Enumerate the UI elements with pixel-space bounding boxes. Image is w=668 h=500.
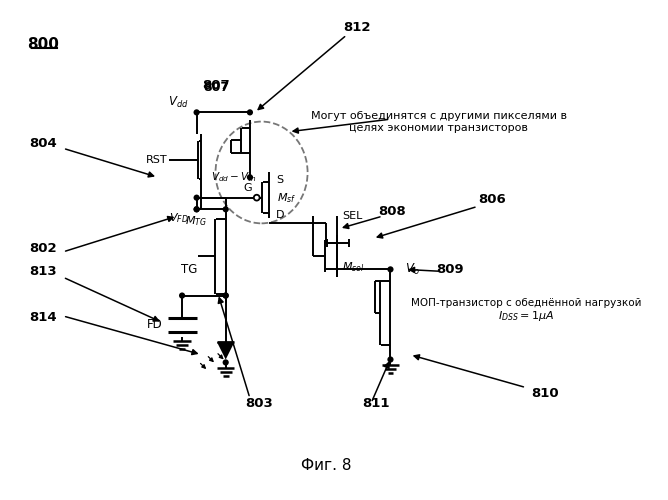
Text: $M_{sel}$: $M_{sel}$ bbox=[342, 260, 365, 274]
Text: 806: 806 bbox=[478, 193, 506, 206]
Text: 810: 810 bbox=[532, 387, 559, 400]
Circle shape bbox=[194, 206, 200, 212]
Text: 803: 803 bbox=[246, 396, 273, 409]
Text: 802: 802 bbox=[29, 242, 57, 254]
Text: FD: FD bbox=[147, 318, 163, 331]
Circle shape bbox=[387, 266, 393, 272]
Text: 804: 804 bbox=[29, 137, 57, 150]
Circle shape bbox=[246, 110, 253, 116]
Circle shape bbox=[194, 110, 200, 116]
Text: $M_{TG}$: $M_{TG}$ bbox=[185, 214, 207, 228]
Circle shape bbox=[194, 206, 200, 212]
Circle shape bbox=[222, 292, 229, 298]
Text: 807: 807 bbox=[203, 80, 229, 94]
Circle shape bbox=[179, 292, 185, 298]
Text: $V_{FD}$: $V_{FD}$ bbox=[169, 211, 189, 225]
Text: 813: 813 bbox=[29, 265, 57, 278]
Text: G: G bbox=[243, 183, 252, 193]
Circle shape bbox=[387, 356, 393, 362]
Text: 807: 807 bbox=[202, 78, 230, 92]
Text: SEL: SEL bbox=[342, 211, 362, 221]
Circle shape bbox=[246, 174, 253, 180]
Text: МОП-транзистор с обеднённой нагрузкой: МОП-транзистор с обеднённой нагрузкой bbox=[411, 298, 641, 308]
Text: $I_{DSS} = 1\mu A$: $I_{DSS} = 1\mu A$ bbox=[498, 309, 554, 323]
Text: 812: 812 bbox=[343, 20, 370, 34]
Text: $V_{dd}$: $V_{dd}$ bbox=[168, 95, 189, 110]
Text: TG: TG bbox=[181, 263, 198, 276]
Text: 808: 808 bbox=[379, 204, 406, 218]
Text: 811: 811 bbox=[362, 396, 389, 409]
Text: Фиг. 8: Фиг. 8 bbox=[301, 458, 352, 472]
Text: D: D bbox=[276, 210, 285, 220]
Text: 800: 800 bbox=[27, 37, 59, 52]
Circle shape bbox=[194, 194, 200, 201]
Polygon shape bbox=[217, 342, 234, 359]
Text: 814: 814 bbox=[29, 312, 57, 324]
Text: 809: 809 bbox=[437, 263, 464, 276]
Circle shape bbox=[222, 292, 229, 298]
Circle shape bbox=[222, 360, 229, 366]
Text: $V_o$: $V_o$ bbox=[405, 262, 420, 277]
Circle shape bbox=[222, 206, 229, 212]
Text: S: S bbox=[276, 175, 283, 185]
Text: $V_{dd}-V_{th}$: $V_{dd}-V_{th}$ bbox=[211, 170, 257, 184]
Text: RST: RST bbox=[146, 155, 168, 165]
Text: $M_{sf}$: $M_{sf}$ bbox=[277, 191, 297, 204]
Text: Могут объединятся с другими пикселями в
целях экономии транзисторов: Могут объединятся с другими пикселями в … bbox=[311, 112, 567, 133]
